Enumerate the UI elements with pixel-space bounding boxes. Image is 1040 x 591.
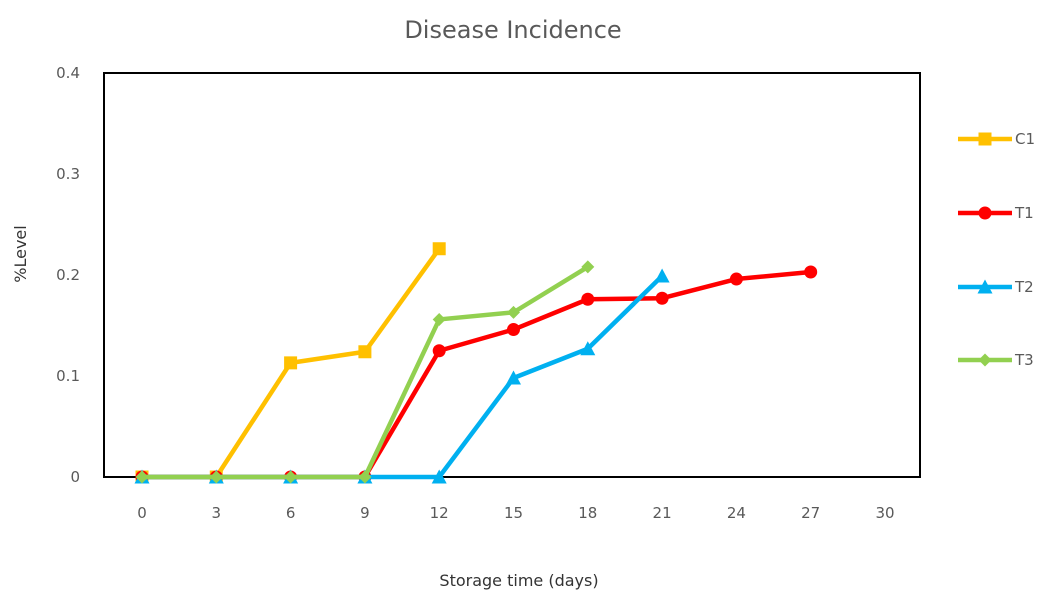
x-tick-label: 30 xyxy=(875,504,894,522)
data-point-t1 xyxy=(804,265,818,279)
data-point-c1 xyxy=(284,356,298,370)
x-tick-label: 12 xyxy=(430,504,449,522)
data-point-t2 xyxy=(580,341,596,356)
y-tick-label: 0.3 xyxy=(56,165,80,183)
series-line-t2 xyxy=(139,273,665,480)
x-tick-label: 21 xyxy=(653,504,672,522)
x-tick-label: 27 xyxy=(801,504,820,522)
x-tick-label: 15 xyxy=(504,504,523,522)
x-tick-label: 6 xyxy=(286,504,296,522)
y-tick-label: 0 xyxy=(70,468,80,486)
data-point-t3 xyxy=(358,470,372,484)
legend-item-c1: C1 xyxy=(958,130,1035,148)
y-tick-label: 0.1 xyxy=(56,367,80,385)
legend-item-t1: T1 xyxy=(958,204,1034,222)
series-line-t3 xyxy=(139,264,591,480)
x-tick-label: 18 xyxy=(578,504,597,522)
legend-label-t3: T3 xyxy=(1014,351,1034,369)
x-tick-label: 0 xyxy=(137,504,147,522)
plot-area xyxy=(103,72,921,478)
legend-label-t2: T2 xyxy=(1014,278,1034,296)
data-point-t1 xyxy=(729,272,743,286)
legend-marker-c1 xyxy=(978,132,992,146)
chart-title: Disease Incidence xyxy=(404,16,621,44)
data-point-t3 xyxy=(432,312,446,326)
legend-label-c1: C1 xyxy=(1015,130,1035,148)
data-point-t3 xyxy=(507,305,520,319)
legend: C1 T1 T2 T3 xyxy=(958,130,1035,369)
data-point-t1 xyxy=(507,323,520,337)
x-axis-ticks: 0 3 6 9 12 15 18 21 24 27 30 xyxy=(137,504,894,522)
legend-marker-t2 xyxy=(977,279,993,294)
data-point-t3 xyxy=(284,470,298,484)
series-t1 xyxy=(135,265,818,484)
data-point-t2 xyxy=(431,469,447,484)
data-point-t2 xyxy=(506,370,521,385)
x-tick-label: 24 xyxy=(727,504,746,522)
data-point-t1 xyxy=(432,344,446,358)
series-line-t1 xyxy=(139,269,813,480)
data-point-c1 xyxy=(432,242,446,256)
data-point-t1 xyxy=(581,292,595,306)
data-point-t2 xyxy=(654,268,670,283)
legend-marker-t1 xyxy=(978,206,992,220)
y-axis-label: %Level xyxy=(11,225,30,282)
data-point-t1 xyxy=(655,291,669,305)
series-c1 xyxy=(135,242,446,484)
legend-item-t3: T3 xyxy=(958,351,1034,369)
legend-marker-t3 xyxy=(978,353,992,367)
x-axis-label: Storage time (days) xyxy=(439,571,598,590)
x-tick-label: 3 xyxy=(212,504,222,522)
data-point-t3 xyxy=(209,470,223,484)
series-t3 xyxy=(135,260,595,484)
x-tick-label: 9 xyxy=(360,504,370,522)
data-point-t3 xyxy=(135,470,149,484)
legend-label-t1: T1 xyxy=(1014,204,1034,222)
y-tick-label: 0.4 xyxy=(56,64,80,82)
y-tick-label: 0.2 xyxy=(56,266,80,284)
series-layer xyxy=(134,242,818,484)
data-point-t3 xyxy=(581,260,595,274)
data-point-c1 xyxy=(358,345,372,359)
legend-item-t2: T2 xyxy=(958,278,1034,296)
y-axis-ticks: 0 0.1 0.2 0.3 0.4 xyxy=(56,64,80,486)
